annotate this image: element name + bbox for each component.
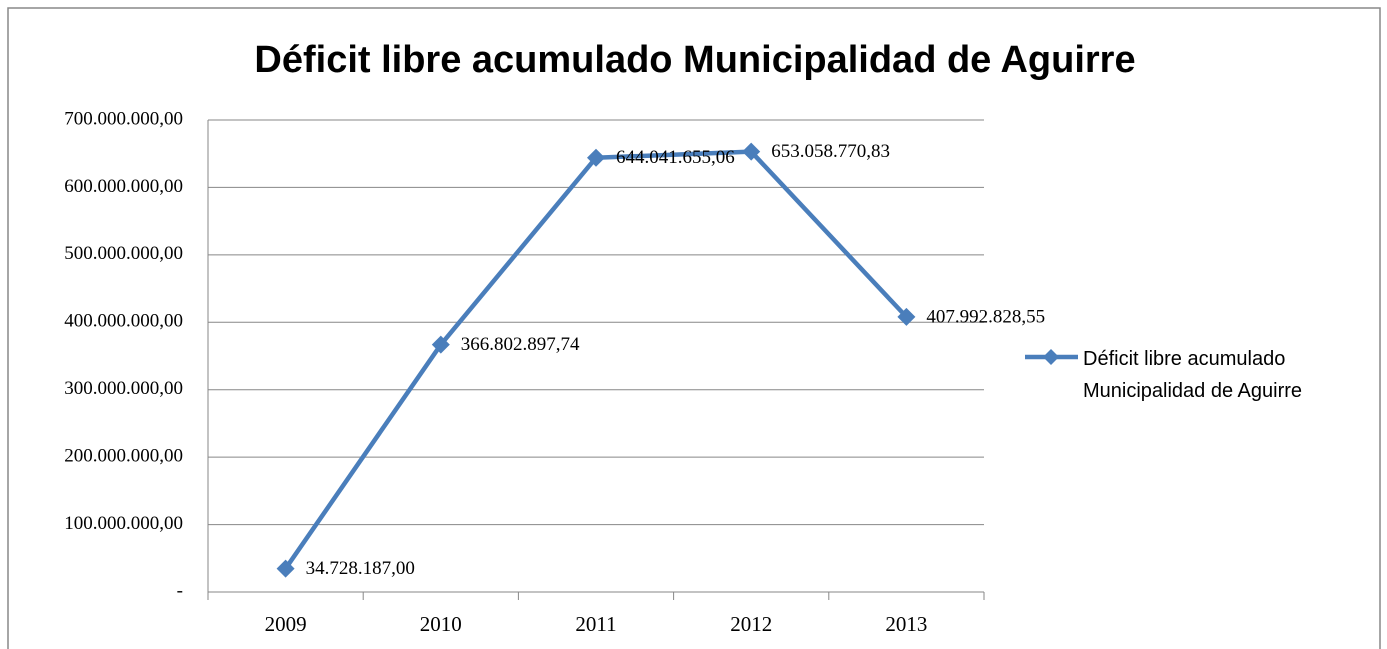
data-label: 366.802.897,74: [461, 334, 580, 355]
data-label: 407.992.828,55: [926, 306, 1045, 327]
marker: [742, 142, 761, 161]
data-label: 653.058.770,83: [771, 141, 890, 162]
marker: [276, 559, 295, 578]
x-tick-label: 2009: [265, 612, 307, 636]
y-tick-label: 200.000.000,00: [64, 446, 183, 467]
marker: [897, 307, 916, 326]
x-tick-label: 2011: [575, 612, 616, 636]
y-tick-label: 400.000.000,00: [64, 311, 183, 332]
y-tick-label: 100.000.000,00: [64, 513, 183, 534]
marker: [431, 335, 450, 354]
legend-label: Déficit libre acumulado Municipalidad de…: [1083, 348, 1303, 402]
data-label: 644.041.655,06: [616, 147, 735, 168]
y-tick-label: 500.000.000,00: [64, 243, 183, 264]
y-tick-label: 600.000.000,00: [64, 176, 183, 197]
x-tick-label: 2012: [730, 612, 772, 636]
x-tick-label: 2013: [885, 612, 927, 636]
y-tick-label: 300.000.000,00: [64, 378, 183, 399]
x-tick-label: 2010: [420, 612, 462, 636]
legend-marker: [1043, 349, 1059, 365]
y-tick-label: 700.000.000,00: [64, 108, 183, 129]
data-label: 34.728.187,00: [306, 558, 415, 579]
chart-frame: [7, 7, 1381, 649]
chart-title: Déficit libre acumulado Municipalidad de…: [254, 39, 1135, 81]
marker: [587, 148, 605, 167]
y-tick-label: -: [177, 580, 183, 601]
